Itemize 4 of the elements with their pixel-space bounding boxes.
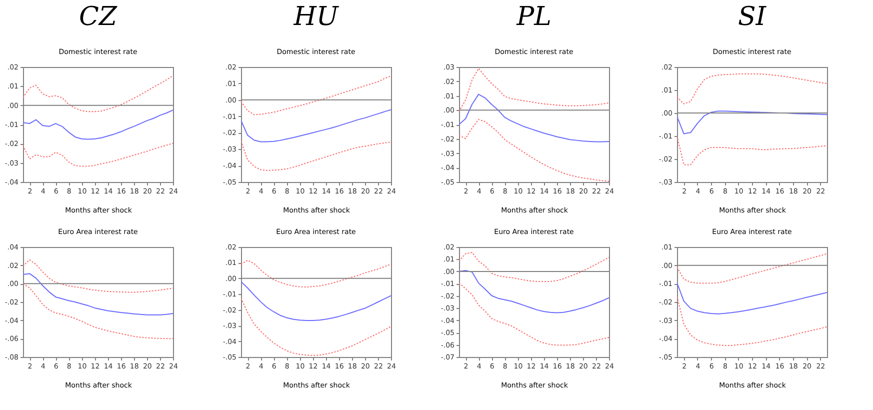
chart-title: SI [738,2,767,32]
chart-title: HU [292,2,340,32]
chart-title: PL [516,2,552,32]
chart-title: CZ [79,2,118,32]
